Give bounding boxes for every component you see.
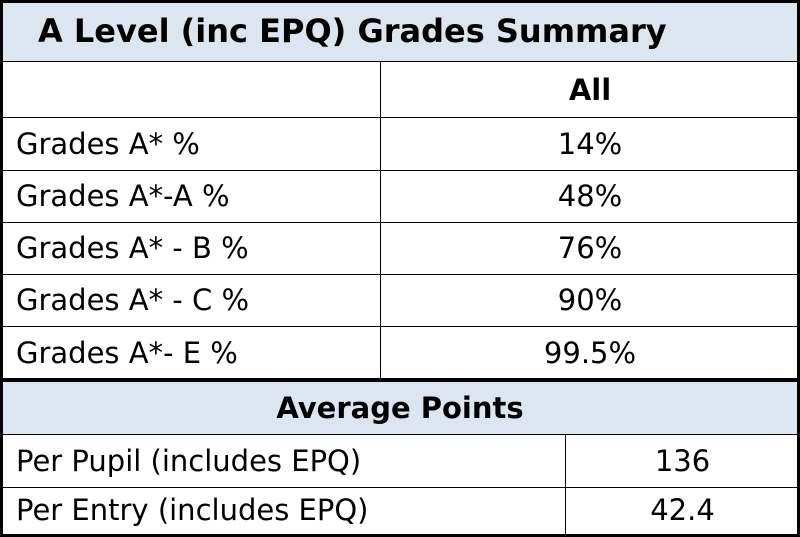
value-cell: 48% [557, 179, 623, 213]
border [0, 0, 3, 537]
grid-line [0, 326, 800, 327]
grid-line [0, 170, 800, 171]
value-cell: 14% [557, 127, 623, 161]
grid-line [565, 435, 566, 535]
border [797, 0, 800, 537]
grid-line [0, 378, 800, 382]
grid-line [0, 61, 800, 62]
grid-line [0, 274, 800, 275]
title-band: A Level (inc EPQ) Grades Summary [0, 0, 800, 62]
value-cell: 76% [557, 231, 623, 265]
grid-line [0, 487, 800, 488]
label-cell: Per Pupil (includes EPQ) [16, 444, 362, 478]
header-column: All [380, 62, 800, 118]
table-title: A Level (inc EPQ) Grades Summary [38, 12, 667, 50]
label-cell: Grades A*- E % [16, 336, 238, 370]
column-header: All [568, 73, 612, 107]
grid-line [0, 434, 800, 435]
label-cell: Grades A*-A % [16, 179, 230, 213]
label-cell: Grades A* % [16, 127, 200, 161]
grid-line [380, 62, 381, 378]
value-cell: 99.5% [543, 336, 637, 370]
section-title: Average Points [276, 390, 524, 425]
border [0, 0, 800, 3]
value-cell: 136 [654, 444, 711, 478]
label-cell: Per Entry (includes EPQ) [16, 493, 369, 527]
section-band: Average Points [0, 380, 800, 435]
grid-line [0, 117, 800, 118]
value-cell: 42.4 [650, 493, 715, 527]
value-cell: 90% [557, 283, 623, 317]
grid-line [0, 222, 800, 223]
label-cell: Grades A* - C % [16, 283, 250, 317]
border [0, 534, 800, 537]
label-cell: Grades A* - B % [16, 231, 249, 265]
